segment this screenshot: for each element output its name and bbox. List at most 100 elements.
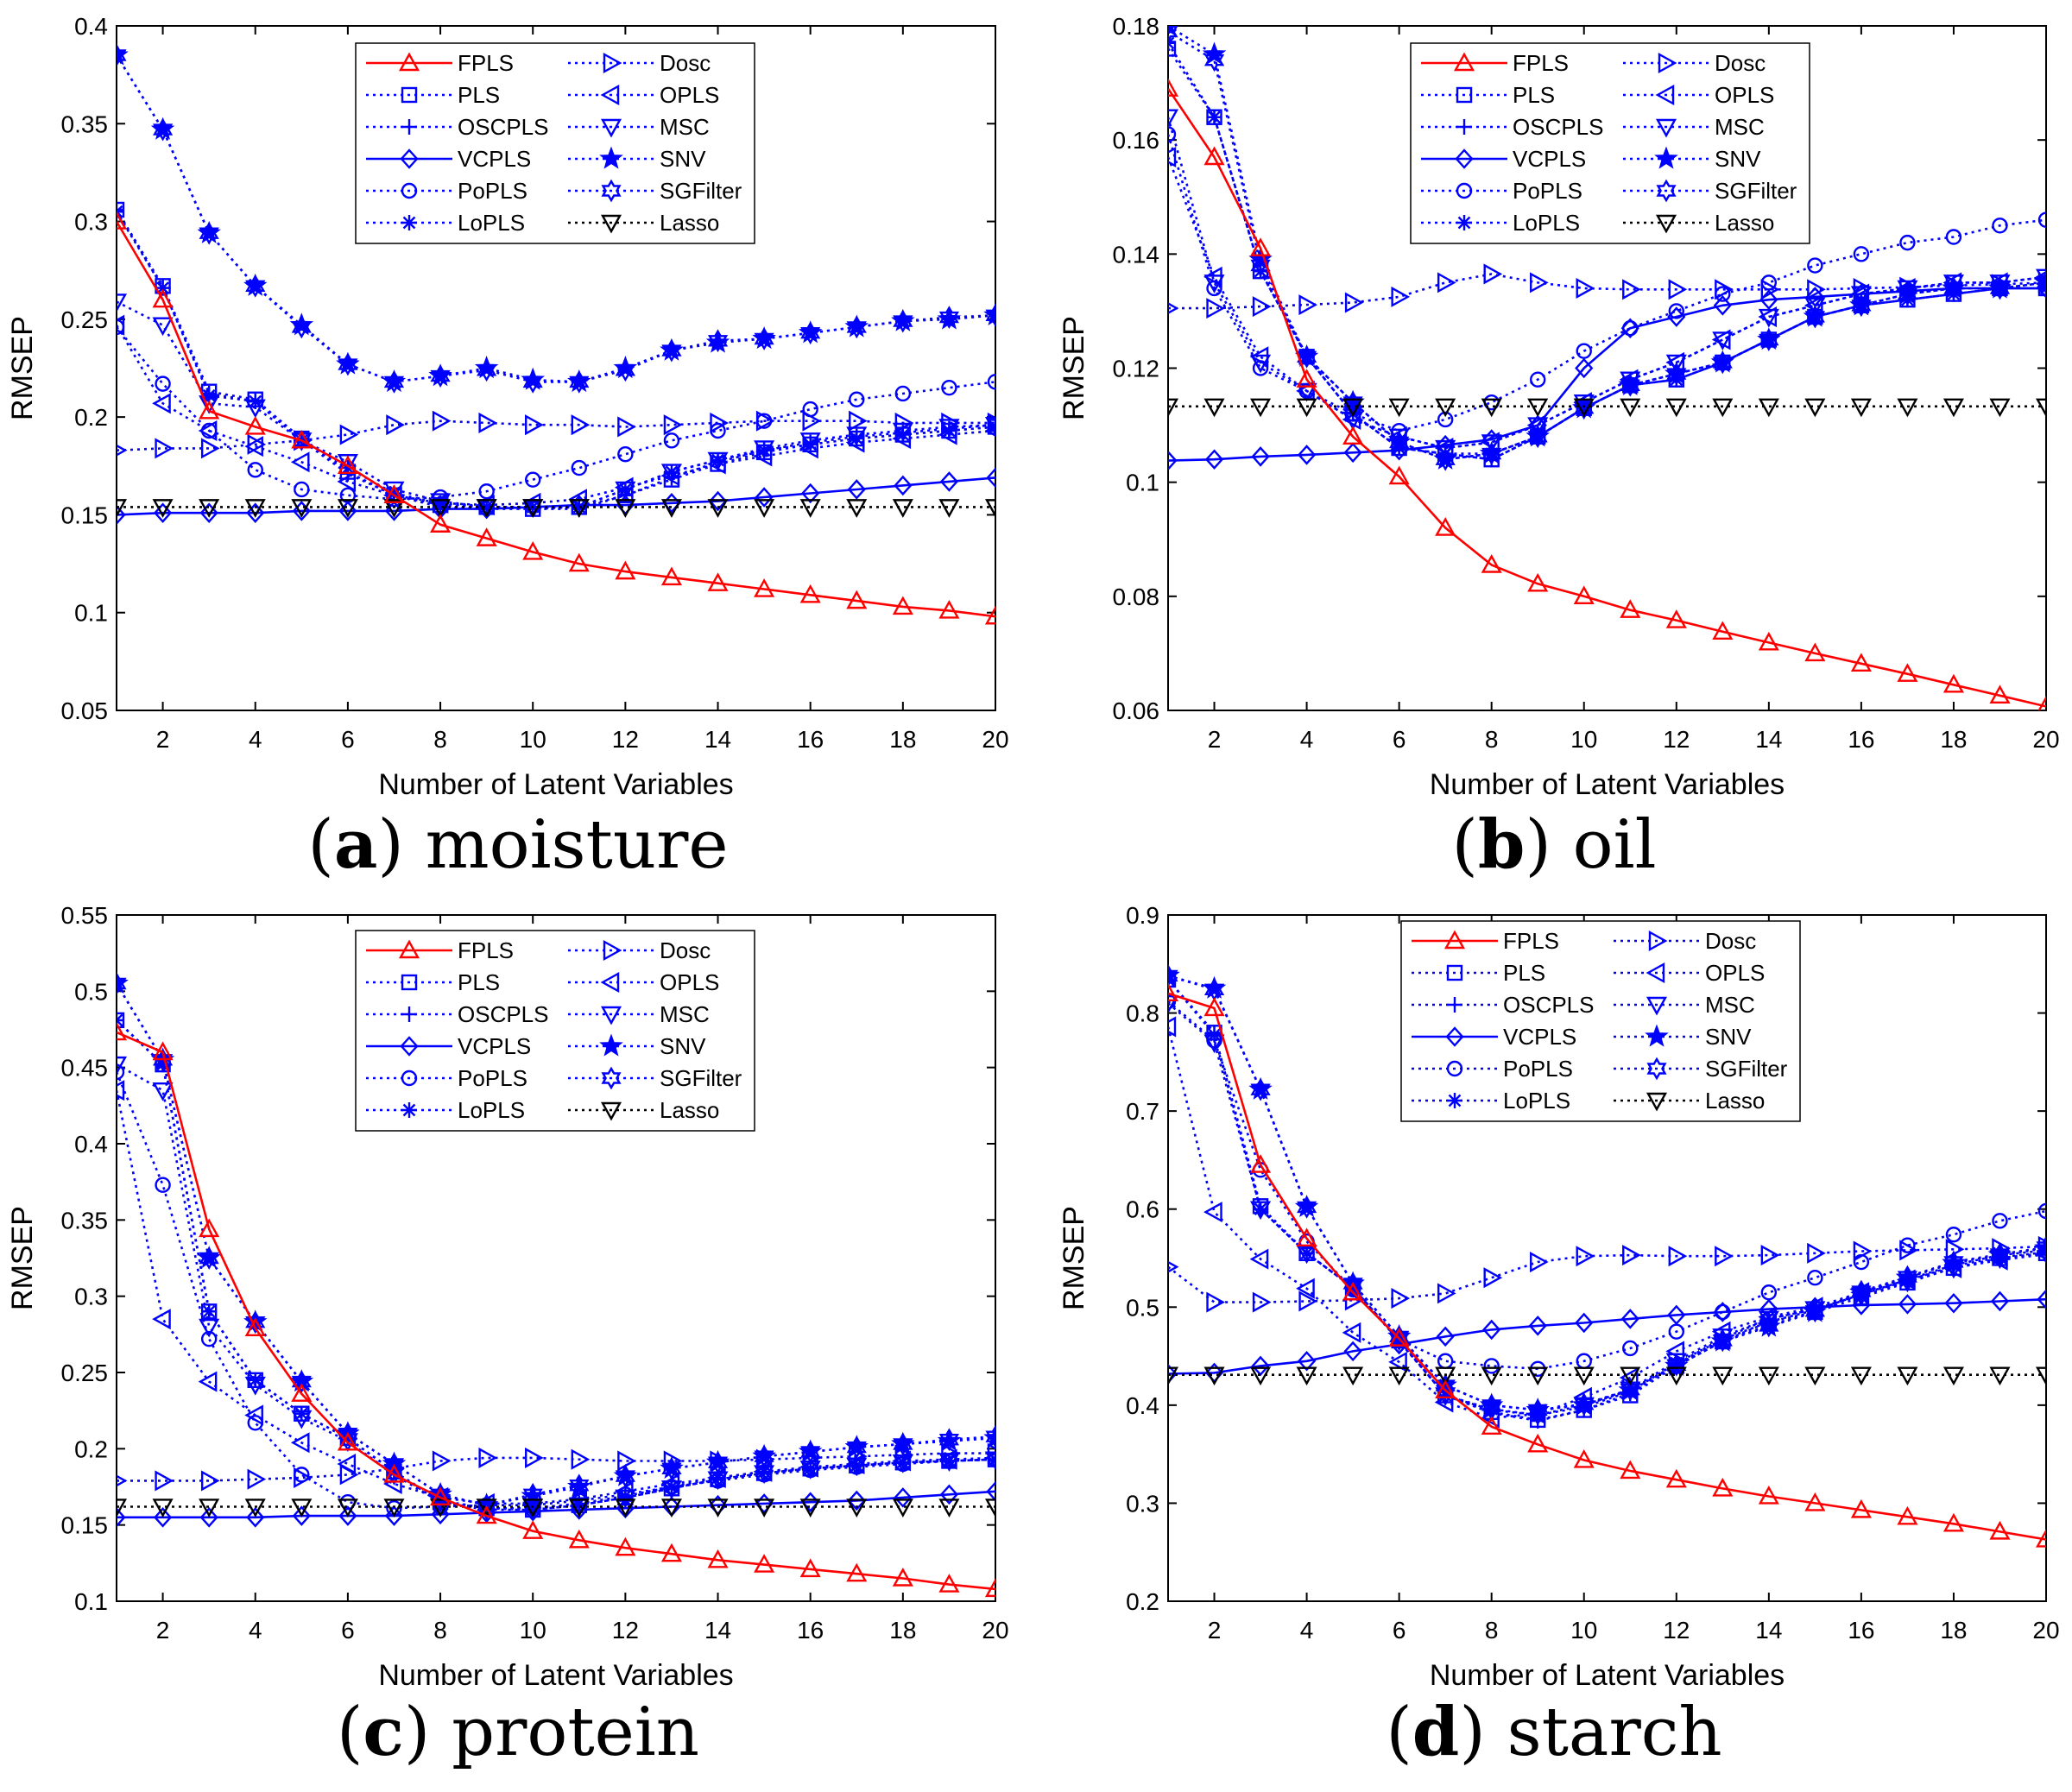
legend-label: SNV — [1715, 146, 1761, 172]
data-point — [938, 599, 960, 619]
data-point — [1527, 417, 1549, 437]
data-point — [1388, 1366, 1410, 1386]
legend: FPLS PLS OSCPLS VCPLS PoPLS LoPLS Dosc OPLS MSC S… — [355, 42, 755, 244]
data-point — [199, 502, 218, 523]
x-tick-label: 14 — [1755, 726, 1782, 753]
x-tick-label: 16 — [797, 726, 824, 753]
x-tick-label: 2 — [1208, 1617, 1222, 1644]
data-point — [1715, 1303, 1731, 1321]
data-point — [1851, 1279, 1872, 1303]
data-point — [1574, 396, 1595, 420]
legend-label: PLS — [458, 969, 500, 995]
data-point — [615, 481, 636, 501]
data-point — [478, 412, 498, 433]
data-point — [1297, 1196, 1317, 1219]
data-point — [1530, 371, 1546, 388]
data-point — [198, 420, 218, 442]
y-tick-label: 0.08 — [1113, 584, 1160, 610]
data-point — [1712, 331, 1734, 350]
legend-marker — [600, 1101, 622, 1121]
data-point — [1665, 1366, 1687, 1386]
legend-label: Lasso — [1705, 1088, 1765, 1114]
x-tick-label: 12 — [612, 1617, 639, 1644]
x-tick-label: 8 — [433, 1617, 447, 1644]
data-point — [1713, 295, 1732, 316]
data-point — [1481, 434, 1502, 453]
data-point — [1530, 272, 1549, 293]
data-point — [117, 444, 128, 457]
data-point — [1897, 1265, 1917, 1289]
data-point — [2037, 1289, 2046, 1309]
series-sgfilter — [1168, 26, 2046, 471]
data-point — [1527, 1433, 1549, 1453]
legend-label: PoPLS — [1513, 178, 1582, 204]
data-point — [244, 499, 266, 518]
data-point — [1203, 997, 1225, 1017]
legend-marker — [1655, 118, 1677, 138]
data-point — [294, 1467, 313, 1488]
data-point — [200, 1470, 220, 1492]
legend-marker — [600, 971, 620, 994]
series-lasso — [117, 1499, 995, 1518]
legend-label: Lasso — [660, 210, 719, 236]
legend-label: Dosc — [660, 50, 711, 76]
data-point — [984, 605, 995, 625]
data-point — [892, 499, 913, 518]
data-point — [1897, 663, 1918, 682]
data-point — [1897, 1505, 1918, 1525]
data-point — [707, 451, 729, 471]
data-point — [846, 1435, 867, 1459]
series-line — [117, 54, 995, 383]
data-point — [1989, 1520, 2011, 1540]
data-point — [245, 1310, 266, 1335]
series-lasso — [1168, 398, 2046, 418]
data-point — [1620, 599, 1641, 618]
data-point — [1622, 1245, 1641, 1266]
x-tick-label: 2 — [1208, 726, 1222, 753]
data-point — [117, 504, 126, 526]
data-point — [1342, 1366, 1364, 1386]
data-point — [846, 426, 868, 446]
legend-label: PLS — [1513, 82, 1555, 108]
data-point — [1899, 1240, 1918, 1261]
data-point — [199, 1499, 220, 1518]
series-line — [1168, 992, 2046, 1541]
data-point — [615, 499, 636, 518]
data-point — [1942, 673, 1964, 693]
series-line — [1168, 979, 2046, 1417]
data-point — [938, 1448, 957, 1470]
data-point — [291, 1499, 313, 1518]
data-point — [1391, 440, 1407, 457]
data-point — [846, 315, 867, 339]
data-point — [800, 321, 821, 345]
data-point — [984, 1499, 995, 1518]
data-point — [1388, 1328, 1410, 1347]
data-point — [117, 1499, 128, 1518]
series-line — [1168, 47, 2046, 461]
data-point — [892, 1568, 913, 1587]
data-point — [1573, 1448, 1595, 1468]
data-point — [290, 451, 310, 473]
data-point — [1298, 1290, 1318, 1312]
data-point — [1168, 450, 1178, 471]
data-point — [799, 499, 821, 518]
caption-name: moisture — [425, 806, 729, 884]
data-point — [708, 490, 728, 512]
data-point — [1712, 1328, 1733, 1353]
data-point — [1989, 1242, 2011, 1266]
data-point — [476, 527, 497, 546]
data-point — [1807, 279, 1826, 300]
data-point — [1203, 1202, 1222, 1223]
data-point — [1251, 446, 1270, 467]
legend-marker — [1445, 1026, 1464, 1047]
data-point — [1168, 1260, 1179, 1273]
data-point — [1168, 109, 1179, 129]
data-point — [1296, 1366, 1317, 1386]
data-point — [1206, 109, 1222, 125]
legend-marker — [1456, 182, 1473, 199]
data-point — [1897, 282, 1917, 306]
data-point — [1435, 1366, 1456, 1386]
x-tick-label: 10 — [1570, 1617, 1597, 1644]
data-point — [754, 1444, 774, 1468]
